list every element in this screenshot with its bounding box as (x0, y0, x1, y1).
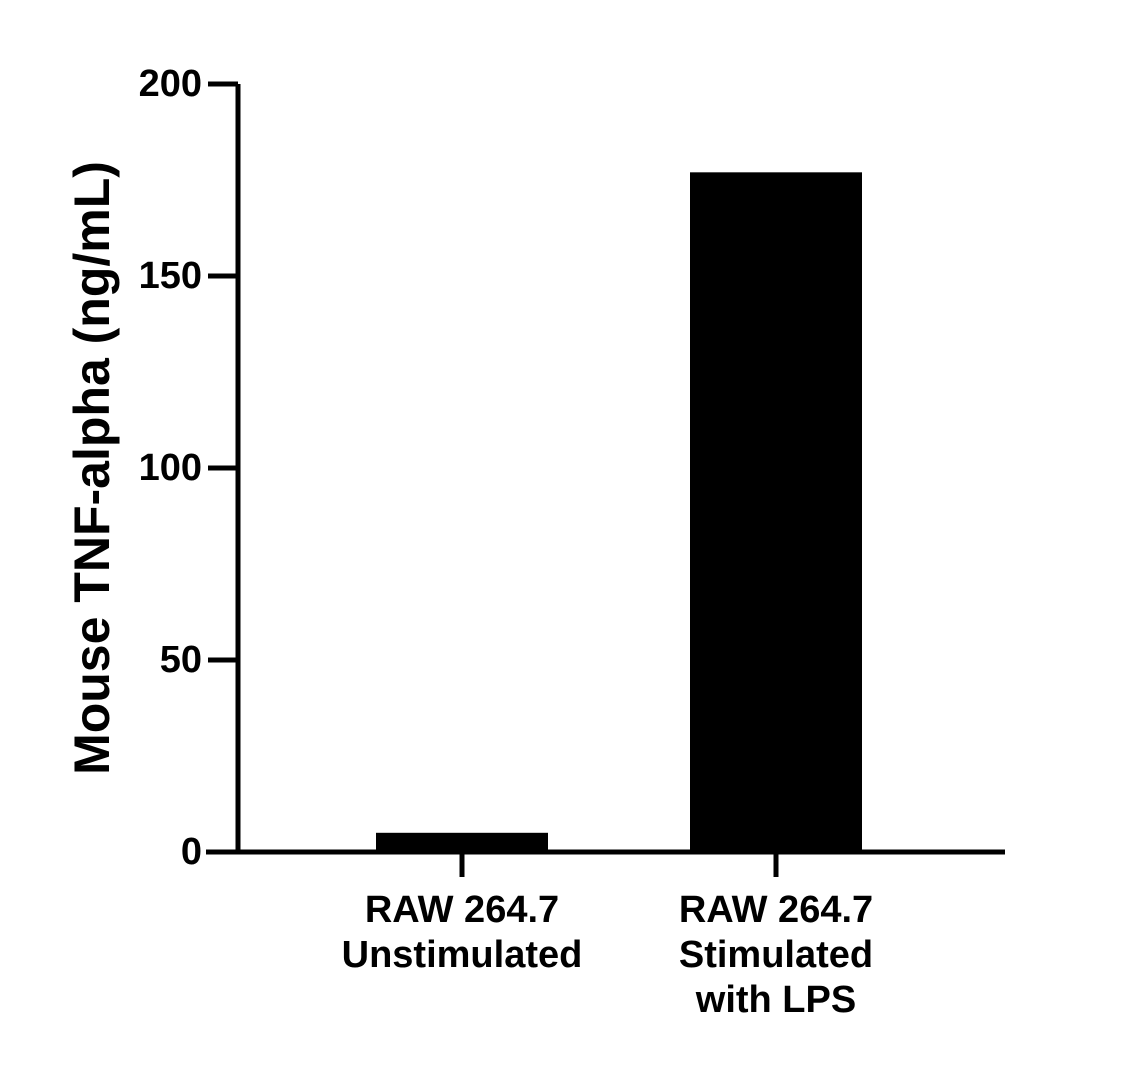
x-tick-label: RAW 264.7 Stimulated with LPS (679, 889, 873, 1021)
x-tick-label-line: with LPS (695, 979, 856, 1021)
y-tick-label: 100 (139, 447, 202, 489)
y-tick-label: 0 (181, 831, 202, 873)
x-tick-label: RAW 264.7 Unstimulated (342, 889, 583, 976)
bar-1 (376, 832, 548, 852)
axes-layer (206, 84, 1005, 855)
y-tick-label: 50 (160, 639, 202, 681)
y-tick-label: 150 (139, 255, 202, 297)
x-tick-label-line: Unstimulated (342, 934, 583, 976)
y-ticks-layer: 0 50 100 150 200 (139, 63, 238, 873)
y-tick-label: 200 (139, 63, 202, 105)
bars-layer (376, 172, 862, 852)
y-axis-label: Mouse TNF-alpha (ng/mL) (64, 161, 120, 775)
x-tick-label-line: Stimulated (679, 934, 873, 976)
x-tick-label-line: RAW 264.7 (679, 889, 873, 931)
x-tick-label-line: RAW 264.7 (365, 889, 559, 931)
bar-2 (690, 172, 862, 852)
